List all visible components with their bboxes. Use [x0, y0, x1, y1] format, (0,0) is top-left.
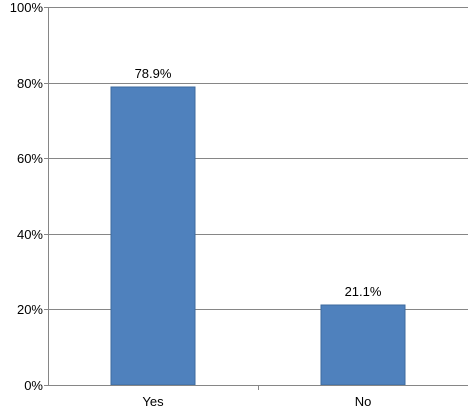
- y-tick-label: 20%: [17, 302, 43, 317]
- data-label-yes: 78.9%: [135, 66, 172, 81]
- y-tick-label: 40%: [17, 227, 43, 242]
- bars: [110, 86, 406, 386]
- x-axis-tick-labels: Yes No: [142, 385, 371, 409]
- y-axis-tick-labels: 0% 20% 40% 60% 80% 100%: [10, 0, 48, 393]
- y-tick-label: 80%: [17, 76, 43, 91]
- x-tick-label-no: No: [355, 394, 372, 409]
- data-labels: 78.9% 21.1%: [135, 66, 382, 299]
- data-label-no: 21.1%: [345, 284, 382, 299]
- bar-no: [320, 304, 406, 386]
- x-tick-label-yes: Yes: [142, 394, 164, 409]
- y-tick-label: 100%: [10, 0, 44, 15]
- y-tick-label: 0%: [24, 378, 43, 393]
- bar-yes: [110, 86, 196, 386]
- y-tick-label: 60%: [17, 151, 43, 166]
